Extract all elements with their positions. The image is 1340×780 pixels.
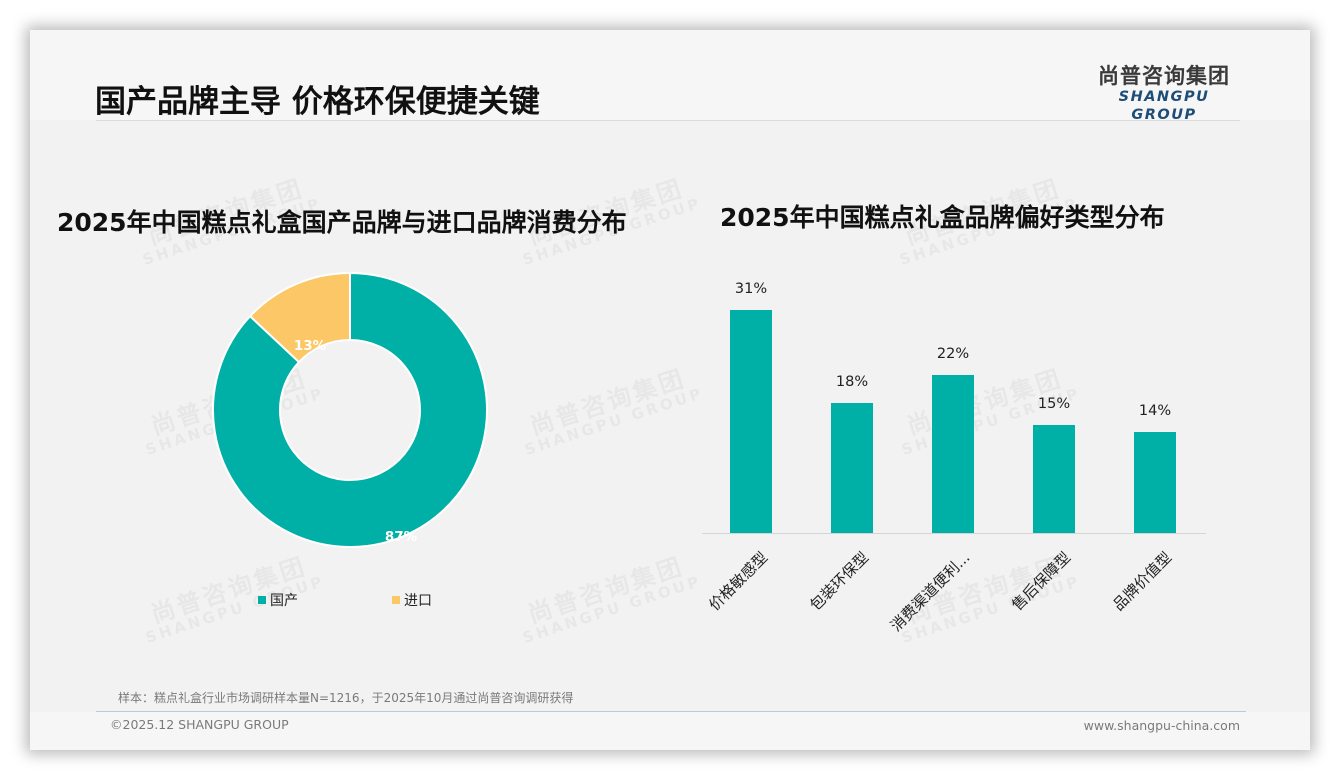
legend-swatch-teal xyxy=(258,596,266,604)
donut-label-domestic: 87% xyxy=(384,529,418,545)
x-axis-label: 价格敏感型 xyxy=(705,548,772,615)
bar[interactable] xyxy=(1033,425,1075,533)
bar-value-label: 22% xyxy=(936,345,970,362)
bar-value-label: 14% xyxy=(1138,403,1172,420)
legend-item-domestic: 国产 xyxy=(258,590,298,610)
x-axis-label: 消费渠道便利... xyxy=(886,548,974,635)
source-note: 样本：糕点礼盒行业市场调研样本量N=1216，于2025年10月通过尚普咨询调研… xyxy=(118,691,574,705)
logo-cn-text: 尚普咨询集团 xyxy=(1098,64,1230,88)
bar[interactable] xyxy=(831,403,873,533)
donut-slice-domestic[interactable] xyxy=(212,271,488,548)
bar-value-label: 31% xyxy=(734,280,768,297)
bar[interactable] xyxy=(1134,432,1176,533)
donut-chart: 13% 87% xyxy=(211,271,491,551)
bar[interactable] xyxy=(932,374,974,533)
bar-chart-title: 2025年中国糕点礼盒品牌偏好类型分布 xyxy=(720,203,1165,232)
bar[interactable] xyxy=(730,309,772,533)
x-axis-label: 品牌价值型 xyxy=(1109,548,1176,615)
legend-label: 进口 xyxy=(404,593,432,609)
footer-band xyxy=(30,712,1310,750)
x-axis-label: 包装环保型 xyxy=(806,548,873,615)
legend-label: 国产 xyxy=(270,593,298,609)
donut-chart-title: 2025年中国糕点礼盒国产品牌与进口品牌消费分布 xyxy=(57,208,627,237)
logo-en-text: SHANGPU GROUP xyxy=(1118,89,1210,123)
donut-slice-imported[interactable] xyxy=(248,271,351,364)
x-axis-line xyxy=(702,533,1206,534)
bar-value-label: 18% xyxy=(835,374,869,391)
website-link[interactable]: www.shangpu-china.com xyxy=(1083,718,1240,733)
copyright-text: ©2025.12 SHANGPU GROUP xyxy=(110,717,289,732)
header-divider xyxy=(96,120,1240,121)
company-logo: 尚普咨询集团 SHANGPU GROUP xyxy=(1088,64,1240,124)
header-band xyxy=(30,30,1310,120)
legend-swatch-yellow xyxy=(392,596,400,604)
x-axis-label: 售后保障型 xyxy=(1008,548,1075,615)
legend-item-imported: 进口 xyxy=(392,590,432,610)
bar-value-label: 15% xyxy=(1037,396,1071,412)
donut-label-imported: 13% xyxy=(293,338,327,354)
footer-divider xyxy=(96,711,1246,712)
donut-svg xyxy=(212,271,488,548)
page-title: 国产品牌主导 价格环保便捷关键 xyxy=(95,84,540,120)
